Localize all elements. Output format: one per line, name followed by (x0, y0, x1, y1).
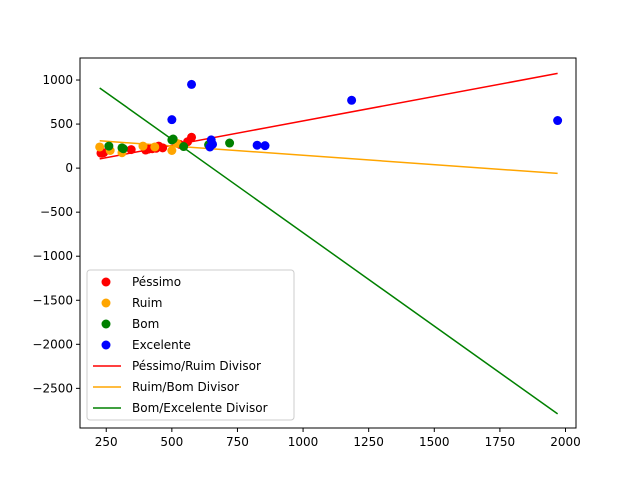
legend-label-2: Bom (132, 317, 159, 331)
legend-line-label-0: Péssimo/Ruim Divisor (132, 359, 261, 373)
point-2-5 (179, 142, 189, 152)
legend-marker-0 (101, 277, 111, 287)
x-tick-label-0: 250 (95, 435, 118, 449)
y-tick-label-7: −2500 (32, 381, 73, 395)
legend-marker-1 (101, 298, 111, 308)
point-1-0 (95, 142, 105, 152)
plot-frame (79, 57, 577, 429)
point-2-4 (168, 134, 178, 144)
point-0-11 (187, 132, 197, 142)
point-3-5 (252, 140, 262, 150)
y-axis-ticks: 1000 500 0 −500 −1000 −1500 −2000 −2500 (32, 73, 80, 395)
point-3-7 (347, 95, 357, 105)
point-3-4 (208, 139, 218, 149)
point-1-3 (138, 141, 148, 151)
y-tick-label-2: 0 (65, 161, 73, 175)
legend-label-0: Péssimo (132, 275, 181, 289)
legend-marker-2 (101, 319, 111, 329)
legend-line-label-2: Bom/Excelente Divisor (132, 401, 268, 415)
legend-label-3: Excelente (132, 338, 191, 352)
x-tick-label-1: 500 (160, 435, 183, 449)
data-points (95, 79, 563, 158)
x-tick-label-4: 1250 (353, 435, 384, 449)
x-tick-label-7: 2000 (550, 435, 581, 449)
y-tick-label-5: −1500 (32, 293, 73, 307)
y-tick-label-3: −500 (40, 205, 73, 219)
legend-label-1: Ruim (132, 296, 162, 310)
point-0-2 (126, 145, 136, 155)
x-axis-ticks: 250 500 750 1000 1250 1500 1750 2000 (95, 428, 581, 449)
y-tick-label-6: −2000 (32, 337, 73, 351)
point-2-7 (225, 138, 235, 148)
legend-box (86, 269, 295, 421)
point-3-1 (187, 79, 197, 89)
legend-line-label-1: Ruim/Bom Divisor (132, 380, 239, 394)
legend: Péssimo Ruim Bom Excelente Péssimo/Ruim Divi… (86, 269, 295, 421)
x-tick-label-6: 1750 (485, 435, 516, 449)
divisor-line-1 (99, 140, 558, 175)
point-1-4 (150, 142, 160, 152)
point-3-8 (553, 116, 563, 126)
point-2-2 (118, 144, 128, 154)
point-0-8 (158, 143, 168, 153)
x-tick-label-2: 750 (226, 435, 249, 449)
x-tick-label-3: 1000 (288, 435, 319, 449)
y-tick-label-0: 1000 (42, 73, 73, 87)
y-tick-label-1: 500 (50, 117, 73, 131)
x-tick-label-5: 1500 (419, 435, 450, 449)
point-1-5 (167, 146, 177, 155)
y-tick-label-4: −1000 (32, 249, 73, 263)
legend-marker-3 (101, 340, 111, 350)
point-2-0 (104, 141, 114, 151)
point-3-0 (167, 115, 177, 125)
point-3-6 (260, 141, 270, 151)
